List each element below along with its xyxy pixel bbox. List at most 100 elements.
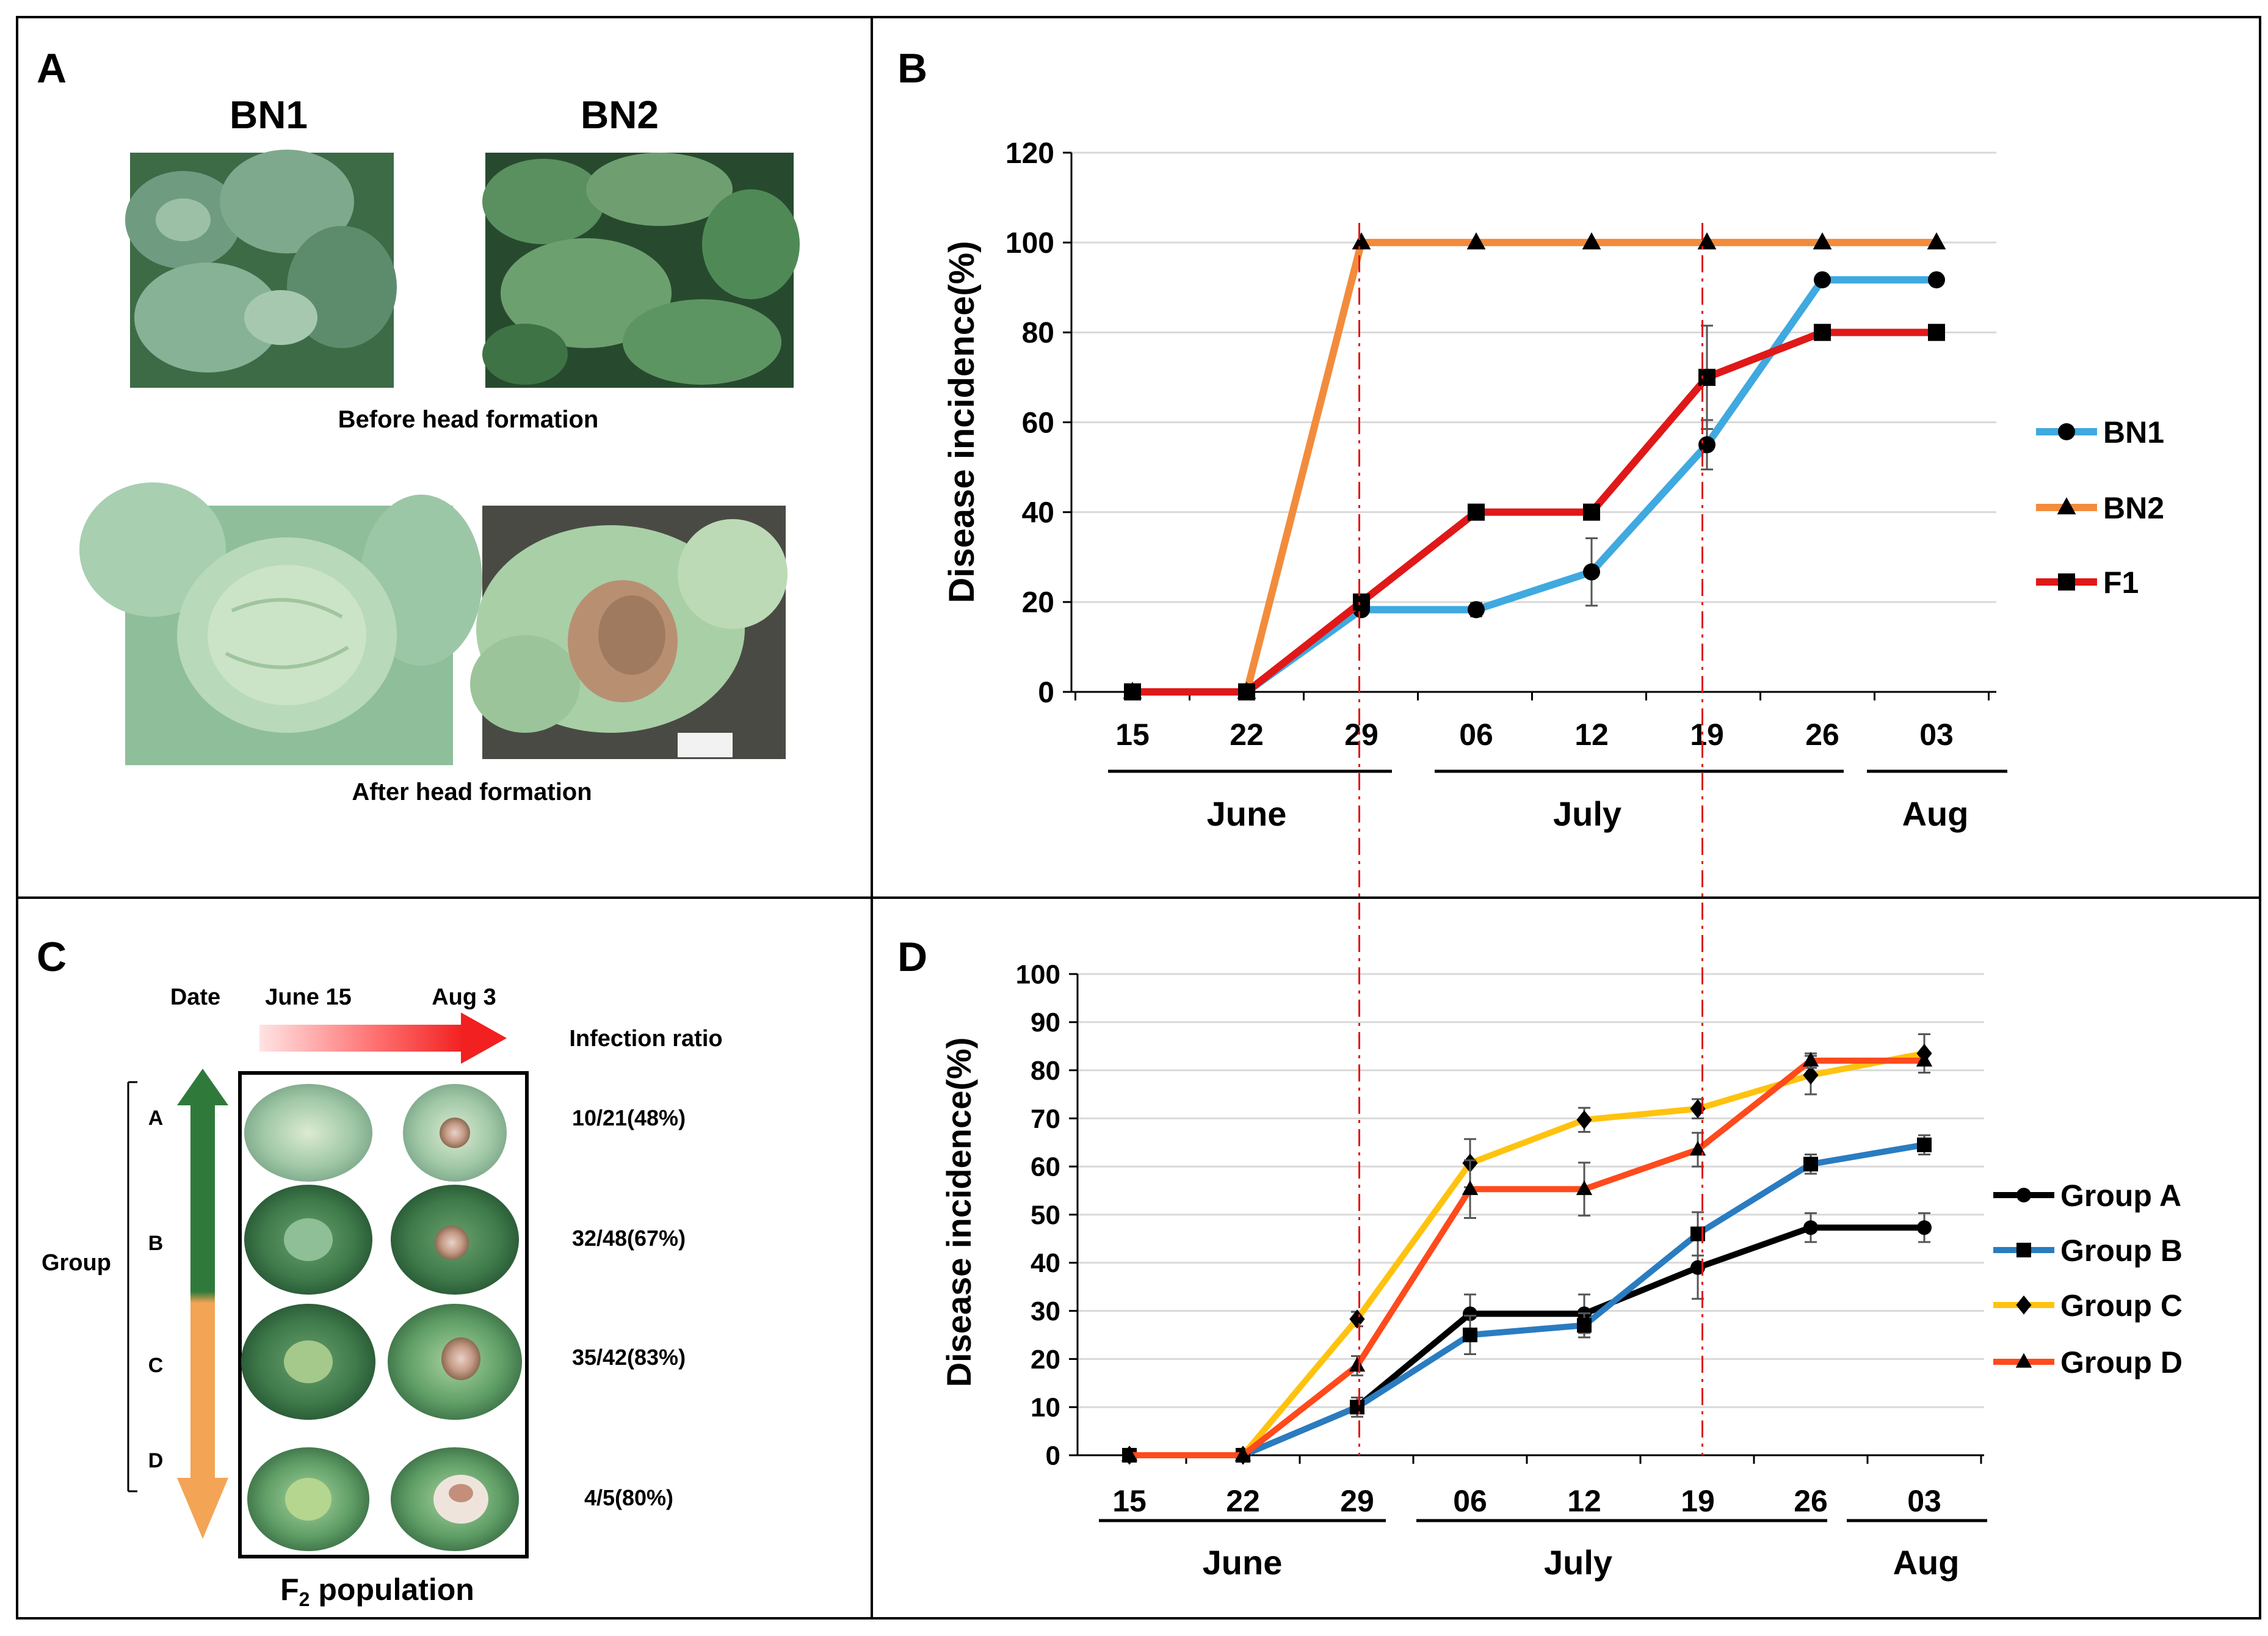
- chart-d-ytick-label: 0: [1046, 1441, 1060, 1471]
- group-letter-c: C: [148, 1354, 164, 1377]
- chart-d-group-a-point: [1917, 1220, 1932, 1235]
- f2-subscript: 2: [299, 1588, 310, 1610]
- panel-b-letter: B: [897, 45, 927, 92]
- f2-suffix: population: [310, 1572, 474, 1607]
- chart-b-xtick-label: 26: [1805, 718, 1839, 752]
- chart-d-group-d-point: [1576, 1180, 1593, 1195]
- chart-d-group-b-point: [1577, 1318, 1592, 1333]
- chart-d-group-d-point: [1349, 1357, 1366, 1372]
- group-letter-b: B: [148, 1232, 164, 1255]
- chart-d-xtick-label: 29: [1340, 1484, 1374, 1518]
- chart-d-xtick-label: 15: [1112, 1484, 1147, 1518]
- chart-d-month-label: July: [1544, 1543, 1612, 1582]
- chart-d-xtick-label: 03: [1907, 1484, 1941, 1518]
- chart-d-ytick-label: 100: [1016, 959, 1060, 989]
- chart-b-bn2-point: [1927, 232, 1946, 250]
- chart-d-group-c-point: [1576, 1110, 1592, 1130]
- chart-d-group-d-point: [1689, 1141, 1706, 1156]
- chart-d-group-a-point: [1463, 1306, 1477, 1322]
- panel-borders: [16, 16, 2261, 1620]
- chart-d-ytick-label: 50: [1031, 1200, 1060, 1230]
- chart-d-ytick-label: 80: [1031, 1056, 1060, 1086]
- chart-d-xtick-label: 26: [1794, 1484, 1828, 1518]
- legend-group-d-marker: [2015, 1353, 2032, 1368]
- end-date-label: Aug 3: [432, 984, 496, 1010]
- panel-b: B 0 20 40 60 80 100 120 15 22 29 06 12 19 26 03 June Jul…: [897, 45, 2164, 833]
- legend-f1-label: F1: [2103, 565, 2139, 600]
- chart-b-bn1-point: [1928, 271, 1945, 289]
- chart-b-xtick-label: 03: [1919, 718, 1954, 752]
- chart-d-ylabel: Disease incidence(%): [940, 1038, 978, 1387]
- photo-bn2-after: [470, 506, 788, 759]
- chart-d-group-a-line: [1129, 1224, 1924, 1458]
- chart-d-group-c-line: [1129, 1050, 1925, 1458]
- caption-before-head-formation: Before head formation: [338, 406, 599, 433]
- chart-d-xtick-label: 19: [1681, 1484, 1715, 1518]
- chart-b-ytick-label: 40: [1022, 496, 1054, 529]
- caption-after-head-formation: After head formation: [352, 779, 592, 805]
- chart-b-ytick-label: 0: [1038, 677, 1054, 709]
- chart-b-f1-point: [1124, 683, 1141, 700]
- legend-bn2-marker: [2057, 497, 2076, 515]
- chart-d-group-b-point: [1463, 1328, 1477, 1342]
- photo-bn2-before: [482, 153, 800, 388]
- chart-b-bn2-point: [1352, 232, 1371, 250]
- ratio-group-b: 32/48(67%): [572, 1226, 686, 1251]
- legend-group-d-label: Group D: [2060, 1345, 2183, 1380]
- legend-group-a-marker: [2016, 1188, 2031, 1202]
- chart-d-group-b-line: [1129, 1141, 1925, 1458]
- chart-b-f1-point: [1928, 324, 1945, 341]
- chart-b-ylabel: Disease incidence(%): [942, 241, 982, 603]
- group-axis-label: Group: [42, 1250, 111, 1276]
- legend-f1-marker: [2058, 573, 2075, 591]
- group-letter-d: D: [148, 1449, 164, 1472]
- chart-d-ytick-label: 40: [1031, 1248, 1060, 1278]
- chart-d-group-b-point: [1350, 1400, 1364, 1415]
- chart-b-f1-point: [1814, 324, 1831, 341]
- chart-d-ytick-label: 60: [1031, 1152, 1060, 1182]
- chart-d-group-d-point: [1121, 1446, 1138, 1461]
- chart-d-ytick-label: 70: [1031, 1104, 1060, 1134]
- chart-d-ytick-label: 30: [1031, 1296, 1060, 1326]
- bn2-column-label: BN2: [581, 93, 659, 137]
- chart-d-group-a-point: [1803, 1220, 1818, 1235]
- chart-d-group-d-point: [1234, 1446, 1252, 1461]
- chart-d-group-d-point: [1462, 1180, 1479, 1195]
- group-letter-a: A: [148, 1107, 164, 1130]
- ratio-group-d: 4/5(80%): [584, 1485, 673, 1510]
- chart-b-f1-point: [1583, 503, 1600, 521]
- bn1-column-label: BN1: [230, 93, 308, 137]
- chart-b: 0 20 40 60 80 100 120 15 22 29 06 12 19 26 03 June July A…: [942, 137, 2164, 833]
- chart-b-f1-line: [1132, 329, 1936, 696]
- chart-b-month-label: Aug: [1902, 794, 1969, 833]
- chart-b-xtick-label: 06: [1459, 718, 1493, 752]
- chart-b-bn2-point: [1582, 232, 1601, 250]
- chart-b-ytick-label: 100: [1005, 227, 1054, 260]
- chart-d-group-b-point: [1803, 1157, 1818, 1172]
- legend-group-b-label: Group B: [2060, 1234, 2183, 1268]
- panel-a: A BN1 BN2 Before head formation: [37, 45, 800, 805]
- chart-b-bn1-point: [1468, 601, 1485, 619]
- ratio-group-a: 10/21(48%): [572, 1105, 686, 1130]
- chart-b-ytick-label: 120: [1005, 137, 1054, 170]
- chart-b-bn2-line: [1132, 239, 1936, 696]
- chart-d: 0 10 20 30 40 50 60 70 80 90 100 15 22 29 06 12 19 26 03 Ju…: [940, 959, 2183, 1582]
- chart-b-month-label: June: [1207, 794, 1287, 833]
- chart-b-bn2-point: [1813, 232, 1832, 250]
- cabbage-a-june: [244, 1084, 372, 1182]
- panel-c-letter: C: [37, 934, 67, 980]
- chart-b-bn1-point: [1698, 436, 1715, 454]
- chart-d-group-c-point: [1349, 1309, 1365, 1329]
- chart-b-xtick-label: 15: [1115, 718, 1150, 752]
- chart-b-xtick-label: 19: [1690, 718, 1724, 752]
- panel-c: C Date June 15 Aug 3 Infection ratio Gro…: [37, 934, 723, 1610]
- legend-group-c-label: Group C: [2060, 1289, 2183, 1323]
- chart-d-xtick-label: 22: [1226, 1484, 1260, 1518]
- chart-d-group-d-point: [1916, 1052, 1933, 1067]
- chart-d-group-d-line: [1129, 1057, 1924, 1458]
- f2-letter: F: [280, 1572, 299, 1607]
- panel-d-letter: D: [897, 934, 927, 980]
- chart-d-xtick-label: 06: [1453, 1484, 1487, 1518]
